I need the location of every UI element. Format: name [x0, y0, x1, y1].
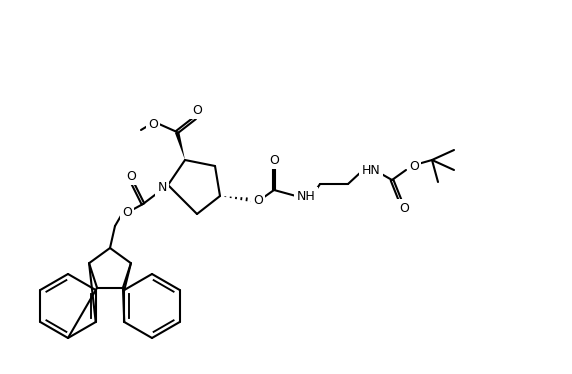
Text: NH: NH — [297, 190, 315, 202]
Text: O: O — [399, 202, 409, 215]
Text: HN: HN — [362, 163, 380, 177]
Text: N: N — [157, 181, 166, 193]
Text: O: O — [122, 205, 132, 218]
Text: O: O — [269, 153, 279, 166]
Text: O: O — [253, 193, 263, 206]
Polygon shape — [175, 131, 185, 160]
Text: O: O — [126, 169, 136, 183]
Text: O: O — [148, 117, 158, 131]
Text: O: O — [192, 104, 202, 116]
Text: O: O — [409, 159, 419, 172]
